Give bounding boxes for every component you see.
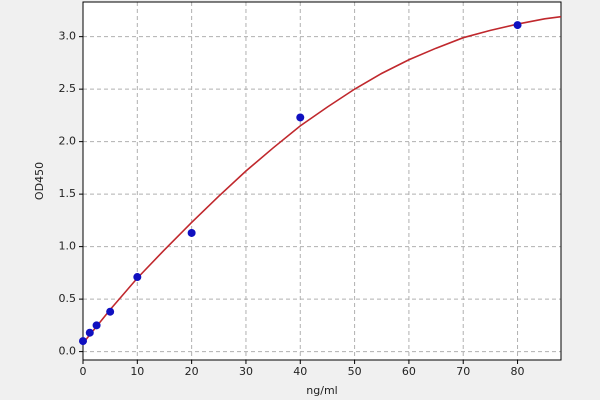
y-tick-label: 2.5 — [59, 82, 77, 95]
y-tick-label: 1.0 — [59, 240, 77, 253]
x-tick-label: 60 — [402, 365, 416, 378]
y-tick-label: 0.0 — [59, 345, 77, 358]
data-point — [85, 328, 94, 337]
plot-area — [83, 2, 561, 360]
fit-curve — [82, 15, 562, 344]
data-point — [106, 307, 115, 316]
data-point — [187, 228, 196, 237]
x-axis-label: ng/ml — [306, 384, 337, 397]
y-tick-label: 0.5 — [59, 292, 77, 305]
x-tick-label: 30 — [239, 365, 253, 378]
data-point — [79, 337, 87, 346]
y-tick-label: 1.5 — [59, 187, 77, 200]
x-tick-label: 70 — [456, 365, 470, 378]
y-axis-label: OD450 — [33, 162, 46, 200]
x-tick-label: 20 — [185, 365, 199, 378]
x-tick-label: 0 — [80, 365, 87, 378]
data-point — [296, 113, 305, 122]
x-tick-label: 50 — [348, 365, 362, 378]
y-tick-label: 3.0 — [59, 30, 77, 43]
plot-frame — [82, 1, 562, 361]
data-point — [133, 273, 142, 282]
y-tick-label: 2.0 — [59, 135, 77, 148]
data-point — [513, 21, 522, 30]
x-tick-label: 10 — [130, 365, 144, 378]
x-tick-label: 40 — [293, 365, 307, 378]
data-point — [92, 321, 101, 330]
x-tick-label: 80 — [511, 365, 525, 378]
